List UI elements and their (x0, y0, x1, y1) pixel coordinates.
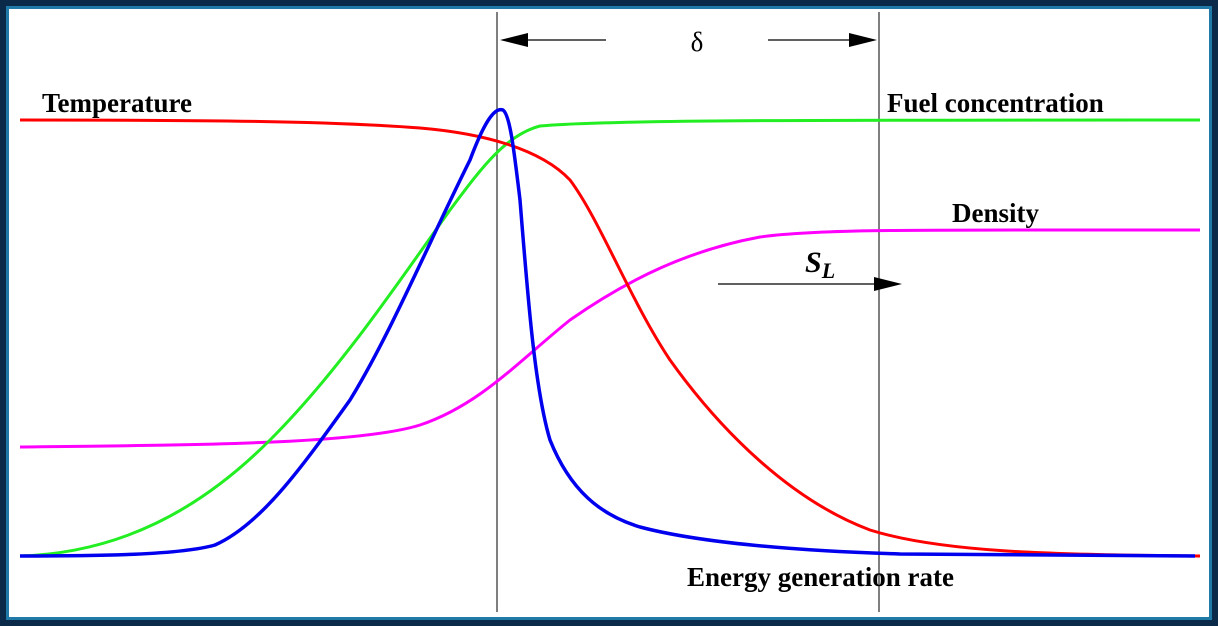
fuel-concentration-label: Fuel concentration (887, 88, 1104, 118)
delta-left-arrowhead (500, 33, 528, 47)
density-curve (19, 228, 1201, 449)
delta-right-arrowhead (849, 33, 877, 47)
density-label: Density (952, 198, 1039, 228)
delta-label: δ (691, 27, 704, 57)
sl-label: SL (805, 246, 835, 283)
temperature-label: Temperature (42, 88, 192, 118)
sl-arrowhead (874, 277, 902, 291)
energy-generation-rate-label: Energy generation rate (687, 562, 954, 592)
energy-generation-rate-curve (19, 107, 1196, 558)
fuel-concentration-curve (19, 118, 1201, 558)
temperature-curve (19, 118, 1201, 558)
